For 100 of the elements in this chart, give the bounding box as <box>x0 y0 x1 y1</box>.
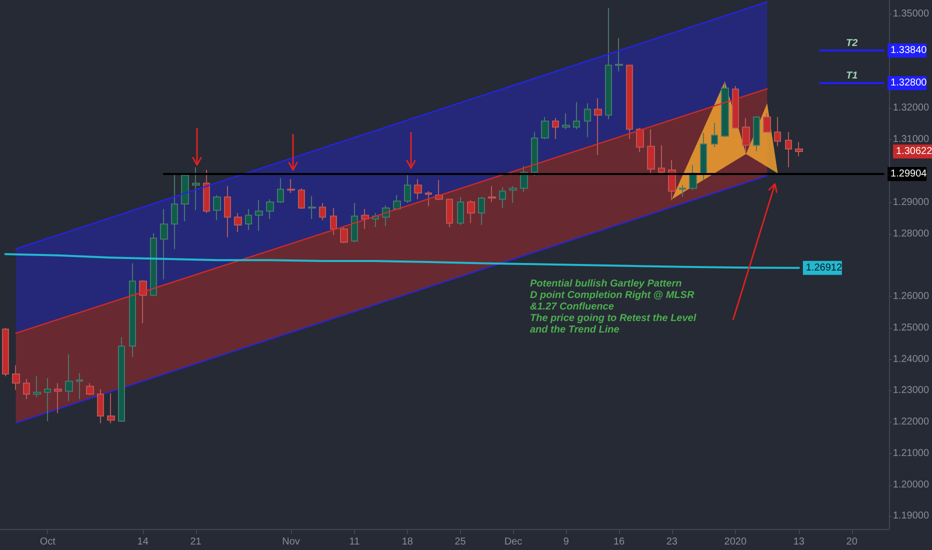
line-series <box>4 253 800 269</box>
candlestick <box>224 186 231 238</box>
x-tick-label: 16 <box>613 536 626 548</box>
y-tick-label: 1.25000 <box>892 322 930 334</box>
candlestick <box>679 184 686 198</box>
candlestick <box>54 382 62 414</box>
candlestick <box>160 208 168 280</box>
series-label: T1 <box>846 70 858 82</box>
candlestick <box>584 102 591 138</box>
candlestick <box>509 186 517 204</box>
candlestick <box>330 208 337 236</box>
candlestick <box>181 172 189 222</box>
candlestick <box>129 262 136 358</box>
candlestick <box>203 170 210 214</box>
candlestick <box>425 190 432 207</box>
candlestick <box>266 198 274 220</box>
candlestick <box>107 392 115 424</box>
series-label: T2 <box>846 38 858 50</box>
candlestick <box>721 82 729 138</box>
y-tick-label: 1.28000 <box>892 228 930 240</box>
candlestick <box>319 202 326 221</box>
candlestick <box>118 336 125 423</box>
candlestick <box>351 202 358 243</box>
candlestick <box>2 327 9 377</box>
candlestick <box>711 122 718 148</box>
candlestick <box>65 354 73 402</box>
candlestick <box>647 128 655 175</box>
candlestick <box>562 112 570 130</box>
y-tick-label: 1.19000 <box>892 510 930 522</box>
x-tick-label: Dec <box>504 536 522 548</box>
data-label: 1.26912 <box>806 262 842 274</box>
candlestick <box>467 200 475 224</box>
candlestick <box>636 128 644 153</box>
y-tick-label: 1.22000 <box>892 416 930 428</box>
candlestick <box>668 160 676 201</box>
y-tick-label: 1.21000 <box>892 448 930 459</box>
candlestick <box>605 8 612 120</box>
candlestick <box>499 186 506 209</box>
candlestick <box>795 142 803 157</box>
x-tick-label: 9 <box>563 536 570 548</box>
candlestick <box>23 378 30 400</box>
candlestick <box>531 132 538 177</box>
x-tick-label: 18 <box>402 536 414 548</box>
x-tick-label: 21 <box>190 536 202 548</box>
candlestick <box>44 378 51 422</box>
candlestick <box>541 116 549 140</box>
y-tick-label: 1.20000 <box>892 479 930 490</box>
candlestick <box>763 112 771 133</box>
x-tick-label: 20 <box>846 536 858 548</box>
candlestick <box>774 116 781 147</box>
y-tick-label: 1.35000 <box>892 8 930 20</box>
candlestick <box>615 37 623 72</box>
data-label: 1.33840 <box>890 45 928 56</box>
text: 1.30622 <box>896 146 932 157</box>
data-label: 1.32800 <box>890 78 928 89</box>
candlestick <box>552 117 559 140</box>
candlestick <box>404 174 411 204</box>
candlestick <box>488 186 496 203</box>
candlestick <box>742 117 750 154</box>
candlestick <box>213 194 221 221</box>
candlestick <box>150 232 157 296</box>
x-tick-label: 2020 <box>724 536 747 548</box>
candlestick <box>298 188 305 210</box>
candlestick <box>171 172 178 250</box>
candlestick <box>658 144 665 175</box>
y-tick-label: 1.24000 <box>892 354 930 365</box>
candlestick <box>12 364 20 391</box>
candlestick <box>86 382 94 396</box>
candlestick <box>287 178 295 194</box>
candlestick <box>255 200 263 232</box>
x-tick-label: 25 <box>454 536 466 548</box>
x-tick-label: 23 <box>666 536 678 548</box>
candlestick <box>234 212 242 233</box>
candlestick <box>785 132 792 168</box>
candlestick <box>139 280 147 324</box>
data-label: 1.29904 <box>890 168 928 180</box>
candlestick <box>97 388 104 424</box>
candlestick <box>573 101 580 130</box>
y-tick-label: 1.29000 <box>892 196 930 208</box>
candlestick <box>245 208 252 230</box>
candlestick <box>76 372 83 400</box>
annotation: Potential bullish Gartley Pattern D point Completion Right @ MLSR &1.27 Confluence The price going to Retest the Level and the Trend Line <box>530 278 696 336</box>
candlestick <box>277 178 284 204</box>
candlestick <box>594 98 602 156</box>
candlestick <box>753 116 760 152</box>
candlestick <box>308 196 316 220</box>
x-tick-label: Nov <box>282 536 300 548</box>
candlestick <box>340 226 348 244</box>
y-tick-label: 1.23000 <box>892 385 930 396</box>
candlestick <box>700 132 707 181</box>
y-tick-label: 1.26000 <box>892 291 930 302</box>
candlestick <box>626 64 633 140</box>
x-tick-label: Oct <box>40 536 56 548</box>
candlestick <box>33 376 41 398</box>
candlestick <box>457 196 464 226</box>
candlestick <box>732 85 739 129</box>
candlestick <box>361 208 369 230</box>
candlestick <box>414 178 422 200</box>
candlestick <box>192 166 200 211</box>
y-tick-label: 1.32000 <box>892 102 930 114</box>
